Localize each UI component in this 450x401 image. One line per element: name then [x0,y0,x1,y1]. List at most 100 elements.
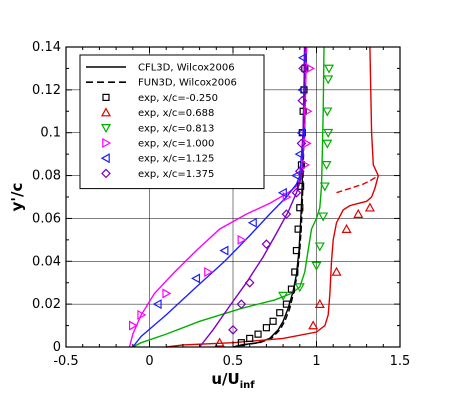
legend-marker [102,93,110,102]
data-point-0.813 [318,212,329,222]
data-point-1.375 [294,166,305,177]
data-point-1.375 [236,299,247,309]
legend-box [79,54,265,190]
data-point-1.000 [303,106,313,117]
data-point-0.813 [324,64,335,74]
x-axis-title: u/Uinf [211,370,255,391]
data-point--0.250 [299,107,307,115]
data-point-1.000 [302,138,312,149]
legend-label: exp, x/c=1.125 [138,154,214,165]
legend-marker [100,153,110,164]
data-point-1.125 [297,52,307,63]
data-point-0.813 [319,182,330,192]
data-point-0.813 [294,283,305,293]
legend-label: CFL3D, Wilcox2006 [138,63,235,74]
data-point-1.375 [281,209,292,219]
data-point-1.125 [294,149,304,160]
data-point--0.250 [287,285,296,293]
data-point--0.250 [297,182,305,190]
legend-marker [100,123,112,134]
data-point--0.250 [262,324,270,332]
data-point-1.000 [204,266,214,278]
data-point-1.125 [296,127,306,138]
data-point-0.813 [322,139,333,149]
data-point-0.688 [331,266,342,276]
data-point-1.125 [247,217,257,228]
legend-label: exp, x/c=-0.250 [138,93,218,104]
legend-marker [101,168,111,179]
data-point--0.250 [276,309,284,317]
x-tick-label: 0 [145,354,153,369]
data-point-0.688 [341,223,352,233]
data-point-0.688 [214,337,225,347]
data-point-1.375 [298,63,308,74]
data-point-1.000 [237,234,247,245]
data-point--0.250 [269,317,277,325]
data-point-1.375 [228,325,238,335]
y-tick-label: 0.02 [32,297,61,312]
data-point-1.375 [296,138,307,149]
data-point-1.000 [301,159,311,170]
data-point-0.813 [314,242,325,252]
legend-label: exp, x/c=1.000 [138,139,214,150]
data-point-0.813 [321,161,332,171]
tick-labels: -0.5 0 0.5 1 1.500.020.040.060.080.10.120.14 [32,40,410,369]
data-point-0.813 [323,75,334,85]
data-point--0.250 [254,330,262,338]
data-point-1.375 [297,95,308,106]
ticks [65,46,401,348]
y-tick-label: 0 [53,340,61,355]
data-point-1.000 [137,309,147,320]
legend-label: exp, x/c=1.375 [138,169,214,180]
data-point-0.688 [353,208,364,218]
x-tick-label: -0.5 [53,354,78,369]
y-tick-label: 0.12 [32,83,61,98]
data-point-1.375 [261,239,272,249]
x-tick-label: 0.5 [223,354,244,369]
data-point-1.125 [277,187,287,198]
data-point--0.250 [294,225,302,233]
data-point--0.250 [246,334,254,343]
y-tick-label: 0.04 [32,254,61,269]
plot-content [128,46,380,348]
data-point-0.688 [364,202,375,212]
legend-marker [100,107,112,117]
legend-label: FUN3D, Wilcox2006 [138,78,237,89]
data-point-0.813 [278,291,289,301]
data-point-1.000 [129,320,139,331]
data-point-1.125 [191,273,201,284]
data-point--0.250 [237,339,245,347]
data-point-1.375 [244,277,255,288]
data-point--0.250 [296,204,304,212]
data-point--0.250 [282,300,291,308]
data-point-0.688 [314,298,325,308]
series-line-0.688 [166,46,380,348]
x-axis-title-sub: inf [240,380,256,391]
legend: CFL3D, Wilcox2006 FUN3D, Wilcox2006 exp, x… [79,54,265,190]
data-point-0.688 [308,320,319,330]
legend-marker [102,137,112,149]
series-line-0.813 [132,46,325,348]
legend-label: exp, x/c=0.688 [138,108,214,119]
data-point--0.250 [292,246,301,255]
x-tick-label: 1 [312,354,320,369]
legend-label: exp, x/c=0.813 [138,123,214,134]
data-point-1.125 [152,299,162,310]
y-tick-label: 0.14 [32,40,61,55]
y-tick-label: 0.08 [32,169,61,184]
data-point-0.813 [322,107,333,117]
data-point-1.125 [297,84,307,95]
data-point-1.125 [219,245,229,256]
y-tick-label: 0.1 [40,126,61,141]
data-point--0.250 [291,268,299,276]
y-tick-label: 0.06 [32,211,61,226]
series-line-0.688-dashed [336,175,379,194]
x-tick-label: 1.5 [390,354,411,369]
data-point-1.375 [291,187,302,198]
y-axis-title: y'/c [8,183,26,212]
data-point-1.000 [162,288,172,299]
data-point-0.813 [323,128,334,138]
data-point-0.813 [311,261,322,271]
x-axis-title-main: u/U [211,370,239,388]
